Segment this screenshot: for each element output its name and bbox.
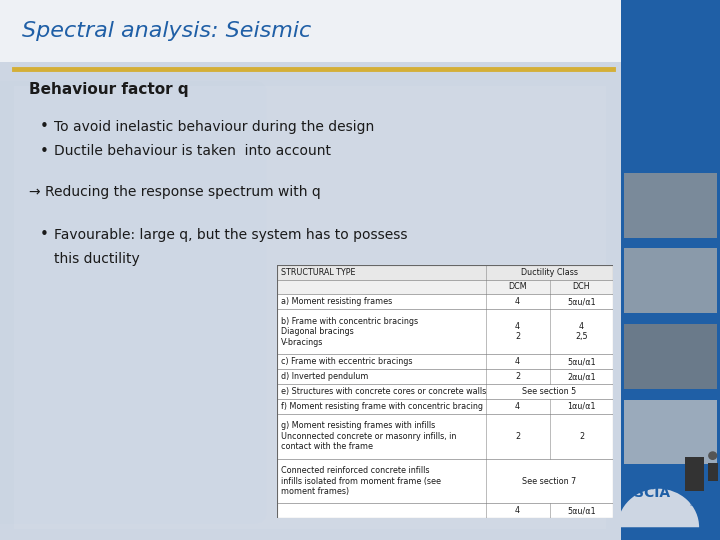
Bar (624, 173, 717, 238)
Bar (277, 294, 613, 309)
Bar (277, 280, 613, 294)
Text: e) Structures with concrete cores or concrete walls: e) Structures with concrete cores or con… (281, 387, 486, 396)
Circle shape (708, 452, 716, 460)
Text: c) Frame with eccentric bracings: c) Frame with eccentric bracings (281, 357, 412, 366)
Text: f) Moment resisting frame with concentric bracing: f) Moment resisting frame with concentri… (281, 402, 482, 411)
Bar (277, 458, 613, 503)
Text: 4: 4 (515, 357, 520, 366)
Text: DCM: DCM (508, 282, 527, 292)
Text: Favourable: large q, but the system has to possess: Favourable: large q, but the system has … (54, 228, 408, 242)
Text: Spectral analysis: Seismic: Spectral analysis: Seismic (22, 21, 311, 41)
Bar (708, 463, 718, 481)
Text: this ductility: this ductility (54, 252, 140, 266)
Text: Ductile behaviour is taken  into account: Ductile behaviour is taken into account (54, 144, 331, 158)
Bar (685, 457, 704, 490)
Bar (277, 399, 613, 414)
Bar (277, 265, 613, 280)
Text: •: • (40, 119, 48, 134)
Bar (621, 0, 720, 540)
Bar (277, 369, 613, 384)
Bar (624, 248, 717, 313)
Text: 4
2: 4 2 (515, 322, 520, 341)
Text: d) Inverted pendulum: d) Inverted pendulum (281, 372, 368, 381)
Text: 4: 4 (515, 402, 520, 411)
Text: a) Moment resisting frames: a) Moment resisting frames (281, 298, 392, 306)
FancyBboxPatch shape (0, 81, 266, 524)
Text: 5αu/α1: 5αu/α1 (567, 357, 596, 366)
Text: scientific
software: scientific software (690, 496, 717, 507)
Bar (277, 354, 613, 369)
Text: 4
2,5: 4 2,5 (575, 322, 588, 341)
Text: See section 7: See section 7 (523, 477, 577, 485)
Text: 2αu/α1: 2αu/α1 (567, 372, 596, 381)
Text: 2: 2 (515, 372, 520, 381)
Text: •: • (40, 144, 48, 159)
Text: b) Frame with concentric bracings
Diagonal bracings
V-bracings: b) Frame with concentric bracings Diagon… (281, 317, 418, 347)
Text: SCIA: SCIA (634, 485, 670, 500)
Text: → Reducing the response spectrum with q: → Reducing the response spectrum with q (29, 185, 320, 199)
Text: 1αu/α1: 1αu/α1 (567, 402, 595, 411)
Text: To avoid inelastic behaviour during the design: To avoid inelastic behaviour during the … (54, 120, 374, 134)
Wedge shape (618, 489, 699, 527)
Bar (277, 309, 613, 354)
Bar (0, 0, 621, 62)
Text: Ductility Class: Ductility Class (521, 267, 578, 276)
Text: Connected reinforced concrete infills
infills isolated from moment frame (see
mo: Connected reinforced concrete infills in… (281, 466, 441, 496)
Text: See section 5: See section 5 (523, 387, 577, 396)
Text: •: • (40, 227, 48, 242)
Bar (277, 503, 613, 518)
Bar (277, 414, 613, 458)
Text: Behaviour factor q: Behaviour factor q (29, 82, 189, 97)
Text: 5αu/α1: 5αu/α1 (567, 298, 596, 306)
Text: g) Moment resisting frames with infills
Unconnected concrete or masonry infills,: g) Moment resisting frames with infills … (281, 421, 456, 451)
Text: 4: 4 (515, 507, 520, 516)
Bar (624, 400, 717, 464)
Text: STRUCTURAL TYPE: STRUCTURAL TYPE (281, 267, 355, 276)
Bar (14, 86, 606, 529)
Text: 5αu/α1: 5αu/α1 (567, 507, 596, 516)
Text: DCH: DCH (572, 282, 590, 292)
Wedge shape (598, 470, 719, 527)
Text: 2: 2 (579, 432, 584, 441)
Bar (624, 324, 717, 389)
Text: 2: 2 (515, 432, 520, 441)
Bar (277, 384, 613, 399)
Text: 4: 4 (515, 298, 520, 306)
